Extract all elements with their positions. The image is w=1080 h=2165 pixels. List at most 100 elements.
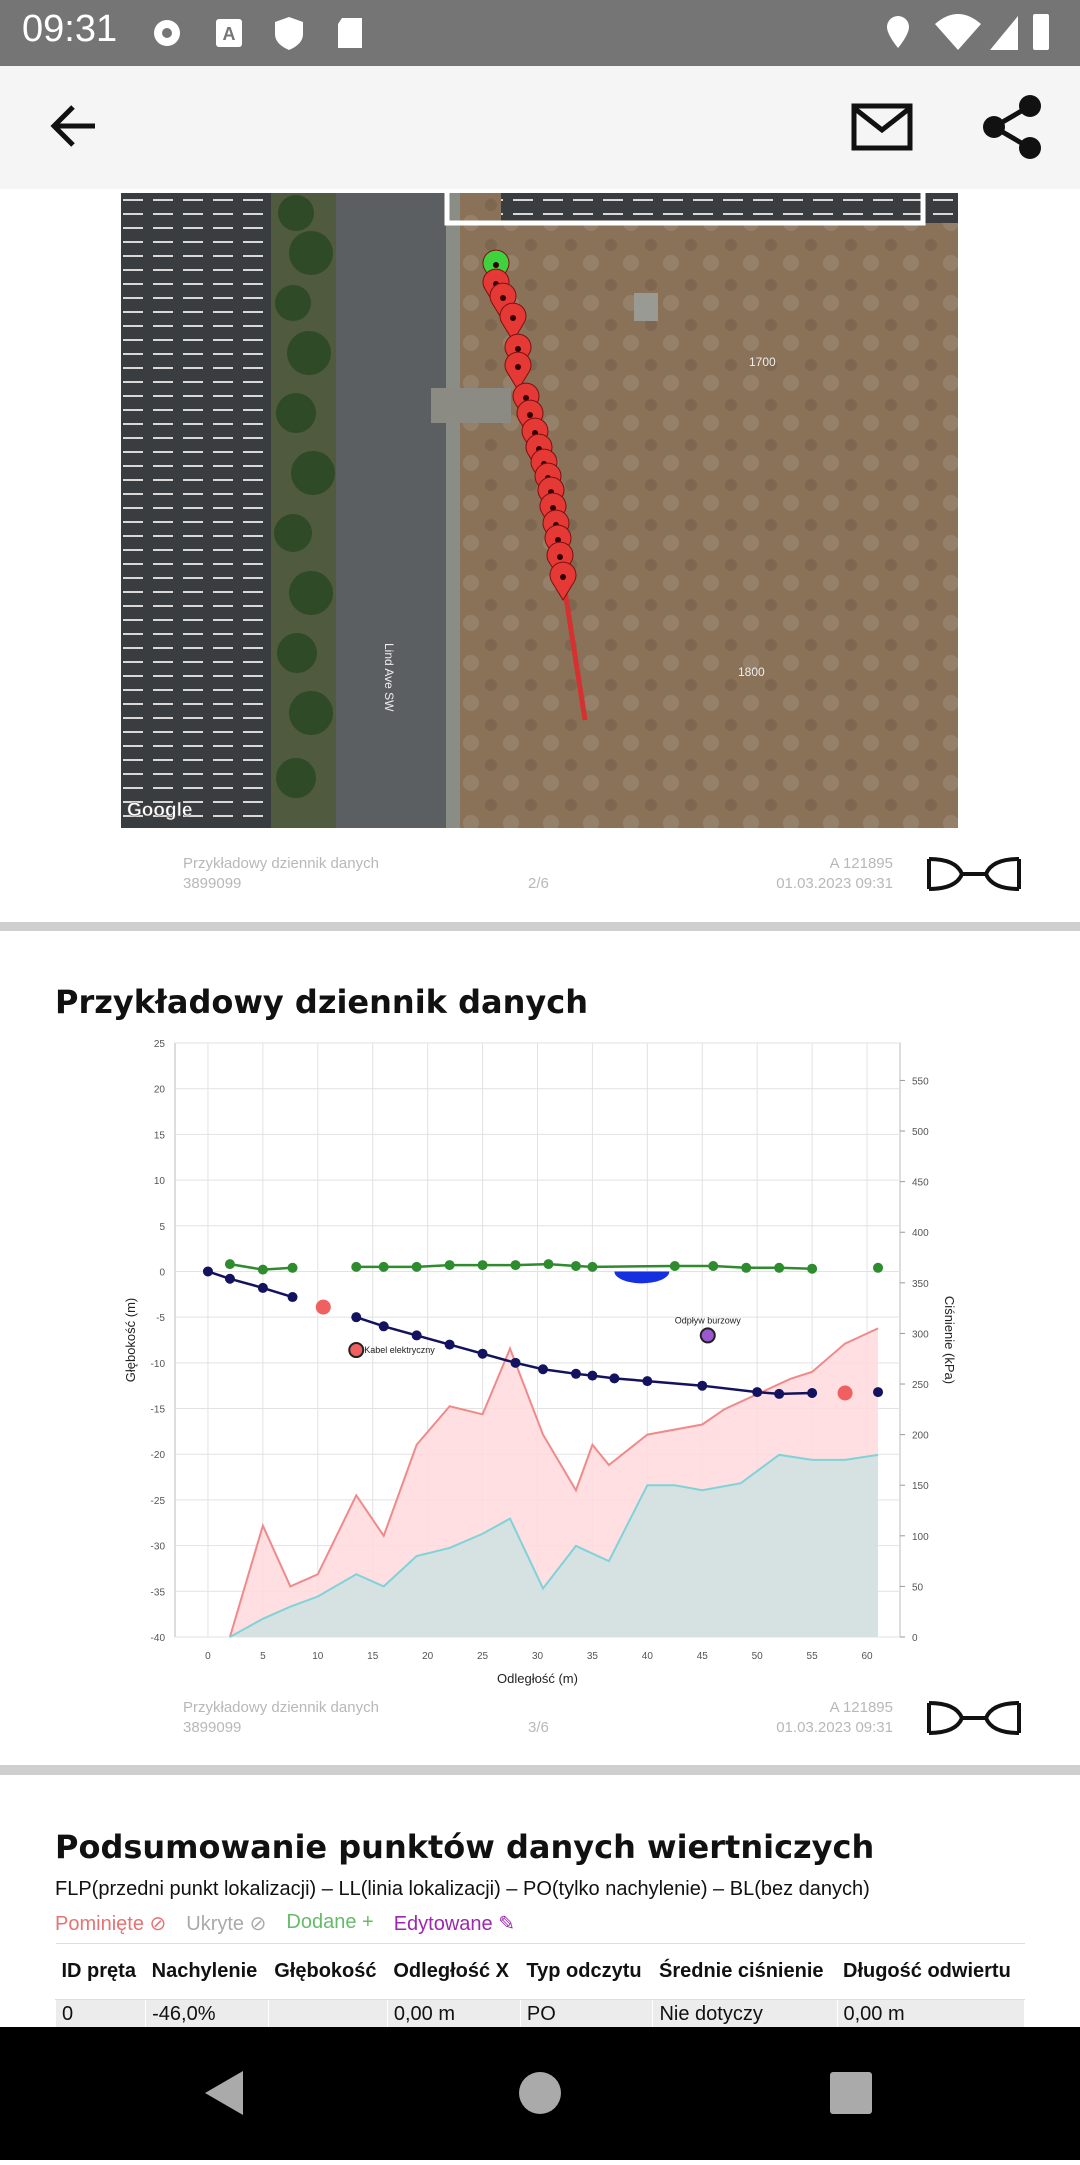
clock: 09:31: [22, 8, 118, 50]
y-axis-label: Głębokość (m): [123, 1298, 138, 1383]
footer-serial: A 121895: [829, 855, 893, 872]
legend-skipped: Pominięte ⊘: [55, 1913, 167, 1935]
x-tick-label: 60: [861, 1651, 873, 1662]
column-header: Nachylenie: [145, 1943, 269, 2000]
nav-recents[interactable]: [830, 2072, 872, 2114]
y2-tick-label: 100: [912, 1532, 929, 1543]
map-pin-dot: [510, 315, 516, 321]
section-title: Przykładowy dziennik danych: [55, 983, 588, 1021]
point: [351, 1261, 362, 1272]
google-logo: Google: [127, 800, 192, 821]
mail-button[interactable]: [851, 103, 913, 151]
map: 1700 1800 Lind Ave SW Google: [121, 193, 958, 828]
point: [543, 1259, 554, 1270]
abbreviations: FLP(przedni punkt lokalizacji) – LL(lini…: [55, 1878, 870, 1900]
marker: [315, 1299, 331, 1315]
y2-tick-label: 300: [912, 1329, 929, 1340]
point: [697, 1380, 708, 1391]
point: [587, 1370, 598, 1381]
marker: [348, 1342, 365, 1359]
map-pin: [546, 541, 574, 581]
point: [609, 1373, 620, 1384]
map-pin-dot: [523, 395, 529, 401]
y-tick-label: -10: [151, 1359, 166, 1370]
y2-tick-label: 400: [912, 1228, 929, 1239]
point: [807, 1263, 818, 1274]
y-tick-label: 10: [154, 1176, 166, 1187]
area-line: [228, 1327, 879, 1638]
x-tick-label: 40: [642, 1651, 654, 1662]
map-label: 1800: [738, 665, 765, 679]
x-axis-label: Odległość (m): [497, 1671, 578, 1686]
app-bar: [0, 66, 1080, 189]
area: [229, 1454, 879, 1637]
table-cell: [267, 1999, 388, 2027]
point: [257, 1264, 268, 1275]
map-pin-dot: [500, 295, 506, 301]
section-title: Podsumowanie punktów danych wiertniczych: [55, 1828, 875, 1866]
y2-axis-label: Ciśnienie (kPa): [942, 1296, 957, 1384]
x-tick-label: 50: [752, 1651, 764, 1662]
y2-tick-label: 200: [912, 1431, 929, 1442]
app-bar-icons: [50, 95, 1041, 159]
point: [774, 1262, 785, 1273]
footer-page: 2/6: [528, 875, 549, 892]
map-pin-dot: [493, 262, 499, 268]
nav-back[interactable]: [205, 2071, 243, 2115]
nav-bar: [0, 2027, 1080, 2160]
map-label: 1700: [749, 355, 776, 369]
column-header: Długość odwiertu: [837, 1943, 1025, 2000]
table-cell: 0,00 m: [836, 1999, 1025, 2027]
y2-tick-label: 500: [912, 1127, 929, 1138]
point: [741, 1262, 752, 1273]
point: [510, 1260, 521, 1271]
y2-tick-label: 0: [912, 1633, 918, 1644]
map-pin-dot: [527, 412, 533, 418]
annotation: Kabel elektryczny: [364, 1345, 435, 1355]
point: [570, 1368, 581, 1379]
point: [444, 1260, 455, 1271]
point: [510, 1357, 521, 1368]
column-header: ID pręta: [55, 1943, 146, 2000]
table-cell: PO: [519, 1999, 654, 2027]
point: [411, 1330, 422, 1341]
y-tick-label: -40: [151, 1633, 166, 1644]
y-tick-label: -25: [151, 1496, 166, 1507]
legend-hidden: Ukryte ⊘: [186, 1913, 267, 1935]
point: [752, 1387, 763, 1398]
column-header: Głębokość: [268, 1943, 388, 2000]
table-row: 0 -46,0% 0,00 m PO Nie dotyczy 0,00 m: [55, 1999, 1025, 2027]
table-cell: 0,00 m: [386, 1999, 521, 2027]
footer-title: Przykładowy dziennik danych: [183, 855, 379, 872]
y-tick-label: -30: [151, 1542, 166, 1553]
chart: -40-35-30-25-20-15-10-505101520250501001…: [123, 1039, 957, 1686]
status-legend: Pominięte ⊘ Ukryte ⊘ Dodane + Edytowane …: [55, 1911, 515, 1936]
water-crossing: [614, 1271, 670, 1284]
x-tick-label: 55: [807, 1651, 819, 1662]
point: [477, 1348, 488, 1359]
back-button[interactable]: [50, 105, 95, 147]
point: [774, 1388, 785, 1399]
table-cell: -46,0%: [145, 1999, 269, 2027]
y2-tick-label: 50: [912, 1582, 924, 1593]
table-cell: 0: [55, 1999, 147, 2027]
x-tick-label: 10: [312, 1651, 324, 1662]
street-label: Lind Ave SW: [382, 643, 396, 712]
svg-text:A: A: [223, 24, 236, 44]
y2-tick-label: 150: [912, 1481, 929, 1492]
page-separator: [0, 1765, 1080, 1775]
y2-tick-label: 450: [912, 1178, 929, 1189]
footer-date: 01.03.2023 09:31: [776, 1719, 893, 1736]
point: [642, 1376, 653, 1387]
y-tick-label: -5: [156, 1313, 165, 1324]
nav-home[interactable]: [519, 2072, 561, 2114]
map-pin: [499, 302, 527, 342]
point: [224, 1273, 235, 1284]
nav-icons: [205, 2071, 872, 2115]
y-tick-label: -15: [151, 1405, 166, 1416]
map-pin: [489, 282, 517, 322]
map-pin-dot: [515, 346, 521, 352]
map-pin-dot: [515, 364, 521, 370]
map-pin-dot: [550, 505, 556, 511]
annotation: Odpływ burzowy: [675, 1315, 742, 1325]
